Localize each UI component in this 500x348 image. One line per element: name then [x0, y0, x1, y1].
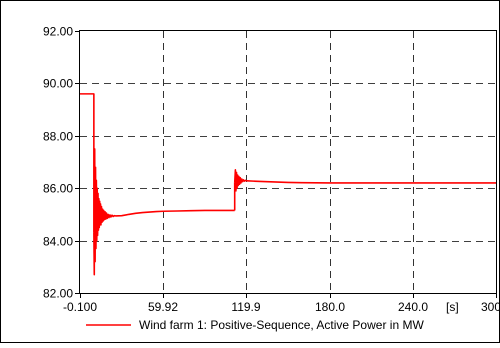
series-line-segment: [93, 148, 116, 276]
legend-entry: Wind farm 1: Positive-Sequence, Active P…: [139, 318, 424, 332]
grid-lines: [75, 31, 497, 298]
y-tick-label: 84.00: [43, 235, 73, 249]
x-tick-label: 180.0: [315, 300, 345, 314]
y-tick-label: 86.00: [43, 182, 73, 196]
x-axis-unit-label: [s]: [446, 300, 459, 314]
series-line-segment: [115, 209, 235, 217]
x-tick-label: 300.0: [481, 300, 500, 314]
series-line-segment: [233, 169, 247, 192]
legend: Wind farm 1: Positive-Sequence, Active P…: [86, 318, 424, 332]
x-tick-labels: -0.100 59.92 119.9 180.0 240.0 300.0: [63, 300, 500, 314]
x-tick-label: 59.92: [148, 300, 178, 314]
plot-frame: [79, 30, 497, 294]
y-tick-label: 88.00: [43, 130, 73, 144]
x-tick-label: 119.9: [231, 300, 260, 314]
x-tick-label: 240.0: [398, 300, 428, 314]
y-tick-label: 92.00: [43, 25, 73, 39]
series-group: [80, 93, 496, 276]
y-tick-label: 90.00: [43, 77, 73, 91]
x-tick-label: -0.100: [63, 300, 97, 314]
series-line-segment: [246, 180, 496, 184]
y-tick-labels: 82.00 84.00 86.00 88.00 90.00 92.00: [43, 25, 73, 301]
y-tick-label: 82.00: [43, 287, 73, 301]
